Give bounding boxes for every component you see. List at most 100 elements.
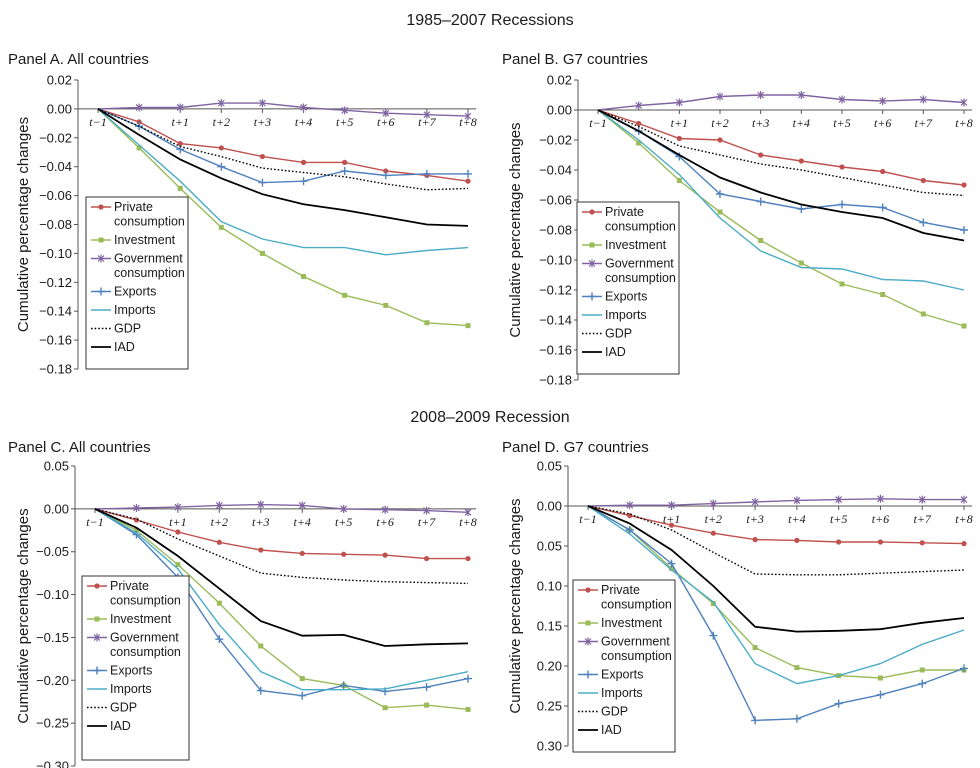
x-tick-label: t+7 bbox=[914, 512, 932, 526]
legend-label-investment: Investment bbox=[601, 616, 663, 630]
series-line-exports bbox=[587, 505, 965, 722]
data-point-private-consumption bbox=[465, 178, 471, 184]
y-tick-label: −0.14 bbox=[539, 313, 572, 328]
data-point-government-consumption bbox=[298, 501, 306, 510]
legend-label-exports: Exports bbox=[601, 668, 643, 682]
legend-label-private-consumption: consumption bbox=[110, 594, 181, 608]
legend-label-exports: Exports bbox=[605, 290, 647, 304]
series-line-iad bbox=[597, 109, 965, 242]
series-line-gdp bbox=[97, 108, 469, 191]
series-line-imports bbox=[597, 109, 965, 291]
data-point-private-consumption bbox=[961, 541, 967, 547]
y-tick-label: −0.14 bbox=[39, 304, 72, 319]
data-point-government-consumption bbox=[709, 499, 717, 508]
data-point-private-consumption bbox=[752, 537, 758, 543]
data-point-exports bbox=[834, 699, 843, 708]
data-point-investment bbox=[798, 260, 804, 266]
data-point-exports bbox=[625, 526, 634, 534]
y-tick-label: −0.02 bbox=[539, 133, 572, 148]
x-tick-label: t+8 bbox=[459, 515, 476, 529]
data-point-investment bbox=[880, 292, 886, 297]
data-point-exports bbox=[838, 200, 846, 209]
y-tick-label: −0.08 bbox=[539, 223, 572, 238]
legend-marker-government-consumption bbox=[93, 633, 101, 642]
legend-marker-private-consumption bbox=[585, 587, 591, 593]
data-point-government-consumption bbox=[133, 504, 140, 512]
data-point-private-consumption bbox=[798, 158, 804, 164]
data-point-investment bbox=[259, 250, 265, 256]
data-point-exports bbox=[960, 664, 968, 673]
figure-title-top: 1985–2007 Recessions bbox=[406, 12, 573, 29]
data-point-investment bbox=[177, 185, 183, 191]
data-point-exports bbox=[716, 190, 724, 198]
legend: PrivateconsumptionInvestmentGovernmentco… bbox=[572, 579, 676, 753]
series-line-private-consumption bbox=[97, 108, 469, 182]
data-point-private-consumption bbox=[383, 168, 389, 174]
data-point-exports bbox=[298, 691, 307, 700]
data-point-government-consumption bbox=[626, 501, 634, 510]
legend-label-investment: Investment bbox=[605, 238, 667, 252]
data-point-exports bbox=[464, 674, 472, 683]
y-tick-label: 0.05 bbox=[537, 459, 562, 474]
data-point-government-consumption bbox=[464, 112, 472, 121]
y-tick-label: 0.02 bbox=[47, 73, 72, 88]
legend-label-gdp: GDP bbox=[605, 327, 632, 341]
series-line-investment bbox=[587, 505, 964, 679]
data-point-government-consumption bbox=[257, 500, 265, 509]
y-tick-label: 0.30 bbox=[537, 739, 562, 754]
legend-marker-exports bbox=[588, 292, 596, 301]
legend-label-government-consumption: Government bbox=[601, 635, 670, 649]
data-point-government-consumption bbox=[217, 99, 225, 108]
legend-marker-exports bbox=[584, 670, 592, 679]
legend-marker-exports bbox=[97, 287, 105, 296]
data-point-private-consumption bbox=[177, 140, 183, 147]
legend-label-iad: IAD bbox=[114, 340, 135, 354]
data-point-private-consumption bbox=[423, 555, 430, 562]
x-tick-label: t+7 bbox=[418, 115, 436, 129]
data-point-investment bbox=[877, 675, 883, 681]
y-tick-label: 0.20 bbox=[537, 659, 562, 674]
legend-label-private-consumption: Private bbox=[601, 583, 640, 597]
data-point-government-consumption bbox=[423, 110, 431, 119]
data-point-private-consumption bbox=[259, 153, 266, 160]
y-tick-label: 0.15 bbox=[537, 619, 562, 634]
legend-marker-private-consumption bbox=[98, 204, 104, 210]
x-tick-label: t+3 bbox=[254, 115, 271, 129]
series-line-iad bbox=[97, 108, 469, 227]
y-tick-label: −0.05 bbox=[36, 544, 69, 559]
chart-panel-b: Panel B. G7 countries Cumulative percenta… bbox=[502, 51, 973, 388]
legend-label-exports: Exports bbox=[110, 664, 152, 678]
y-axis-label: Cumulative percentage changes bbox=[15, 508, 32, 723]
x-tick-label: t−1 bbox=[86, 515, 103, 529]
data-point-government-consumption bbox=[716, 92, 724, 101]
data-point-exports bbox=[709, 631, 718, 640]
data-point-exports bbox=[422, 683, 431, 692]
data-point-private-consumption bbox=[133, 517, 140, 523]
y-axis-label: Cumulative percentage changes bbox=[507, 498, 524, 713]
data-point-government-consumption bbox=[757, 91, 765, 99]
legend-label-investment: Investment bbox=[114, 233, 176, 247]
data-point-investment bbox=[920, 311, 926, 317]
data-point-private-consumption bbox=[300, 159, 307, 165]
series-line-imports bbox=[97, 108, 469, 256]
legend-box bbox=[81, 575, 190, 761]
data-point-investment bbox=[669, 565, 675, 571]
legend: PrivateconsumptionInvestmentGovernmentco… bbox=[85, 196, 189, 370]
x-tick-label: t+1 bbox=[663, 512, 680, 526]
data-point-private-consumption bbox=[877, 539, 884, 545]
x-tick-label: t+2 bbox=[705, 512, 722, 526]
legend-label-government-consumption: consumption bbox=[110, 645, 181, 659]
x-tick-label: t+1 bbox=[671, 116, 688, 130]
data-point-investment bbox=[839, 281, 845, 287]
series-line-exports bbox=[97, 108, 468, 184]
data-point-investment bbox=[919, 667, 925, 673]
legend-marker-investment bbox=[585, 620, 591, 626]
data-point-private-consumption bbox=[710, 530, 716, 536]
data-point-exports bbox=[918, 679, 927, 688]
panel-title: Panel D. G7 countries bbox=[502, 439, 649, 456]
y-tick-label: −0.30 bbox=[36, 759, 69, 768]
data-point-private-consumption bbox=[216, 539, 222, 545]
series-line-private-consumption bbox=[597, 109, 965, 186]
series-line-gdp bbox=[587, 505, 965, 576]
x-tick-label: t−1 bbox=[89, 115, 106, 129]
